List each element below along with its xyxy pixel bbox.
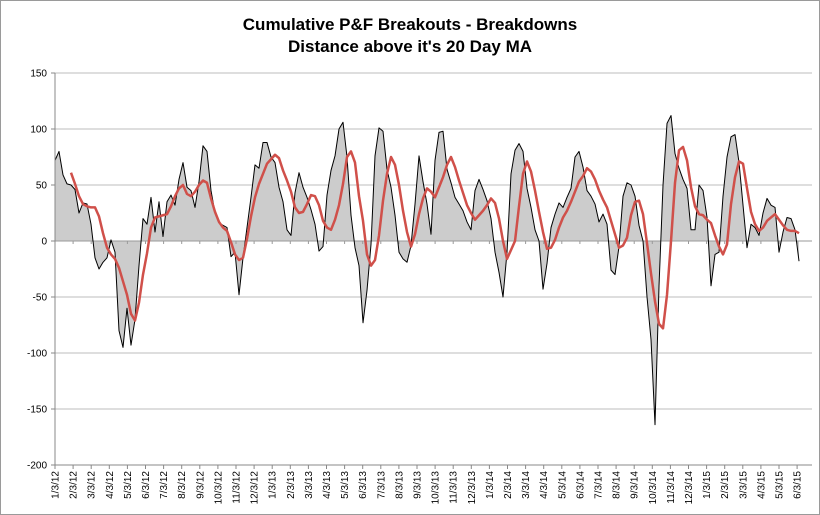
x-tick-label: 2/3/14 — [503, 471, 514, 499]
axes — [54, 73, 812, 466]
x-tick-label: 2/3/15 — [720, 471, 731, 499]
chart-title-line-2: Distance above it's 20 Day MA — [288, 37, 532, 56]
x-tick-label: 4/3/13 — [322, 471, 333, 499]
x-tick-label: 1/3/12 — [51, 471, 62, 499]
x-tick-label: 7/3/13 — [376, 471, 387, 499]
x-tick-label: 3/3/12 — [87, 471, 98, 499]
y-tick-label: 50 — [36, 181, 48, 192]
y-tick-label: -150 — [27, 405, 47, 416]
series-line-moving-average — [69, 145, 800, 330]
x-tick-label: 7/3/12 — [159, 471, 170, 499]
x-tick-label: 11/3/12 — [232, 471, 243, 504]
x-tick-label: 2/3/12 — [69, 471, 80, 499]
x-tick-label: 10/3/12 — [213, 471, 224, 505]
x-tick-label: 4/3/14 — [539, 471, 550, 499]
x-tick-label: 10/3/14 — [648, 471, 659, 505]
x-tick-label: 2/3/13 — [286, 471, 297, 499]
x-tick-label: 4/3/12 — [105, 471, 116, 499]
x-tick-label: 9/3/13 — [413, 471, 424, 499]
chart-title-line-1: Cumulative P&F Breakouts - Breakdowns — [243, 15, 577, 34]
x-tick-label: 12/3/13 — [467, 471, 478, 505]
x-tick-label: 8/3/13 — [394, 471, 405, 499]
series-layer — [54, 115, 812, 426]
series-line-breakouts — [54, 115, 800, 426]
x-tick-label: 5/3/14 — [557, 471, 568, 499]
gridlines — [55, 72, 812, 466]
x-tick-label: 6/3/13 — [358, 471, 369, 499]
x-tick-label: 1/3/13 — [268, 471, 279, 499]
x-tick-label: 12/3/12 — [250, 471, 261, 505]
x-tick-label: 8/3/12 — [177, 471, 188, 499]
y-tick-label: 0 — [41, 237, 47, 248]
x-tick-label: 9/3/14 — [630, 471, 641, 499]
x-tick-label: 6/3/15 — [793, 471, 804, 499]
x-tick-label: 12/3/14 — [684, 471, 695, 505]
x-tick-label: 3/3/13 — [304, 471, 315, 499]
x-tick-label: 10/3/13 — [431, 471, 442, 505]
y-axis-ticks: 150 100 50 0 -50 -100 -150 -200 — [27, 69, 55, 472]
x-tick-label: 5/3/15 — [775, 471, 786, 499]
x-tick-label: 11/3/13 — [449, 471, 460, 504]
x-tick-label: 6/3/12 — [141, 471, 152, 499]
x-tick-label: 5/3/12 — [123, 471, 134, 499]
x-tick-label: 6/3/14 — [575, 471, 586, 499]
x-tick-label: 9/3/12 — [195, 471, 206, 499]
x-tick-label: 8/3/14 — [612, 471, 623, 499]
x-tick-label: 3/3/15 — [738, 471, 749, 499]
x-tick-label: 1/3/14 — [485, 471, 496, 499]
y-tick-label: 100 — [30, 125, 47, 136]
x-tick-label: 7/3/14 — [594, 471, 605, 499]
y-tick-label: -50 — [33, 293, 48, 304]
x-tick-label: 4/3/15 — [756, 471, 767, 499]
x-tick-label: 11/3/14 — [666, 471, 677, 504]
y-tick-label: -100 — [27, 349, 47, 360]
x-tick-label: 1/3/15 — [702, 471, 713, 499]
x-tick-label: 5/3/13 — [340, 471, 351, 499]
x-axis-ticks: 1/3/12 2/3/12 3/3/12 4/3/12 5/3/12 6/3/12 7/3/… — [51, 465, 804, 504]
x-tick-label: 3/3/14 — [521, 471, 532, 499]
y-tick-label: -200 — [27, 461, 47, 472]
y-tick-label: 150 — [30, 69, 47, 80]
